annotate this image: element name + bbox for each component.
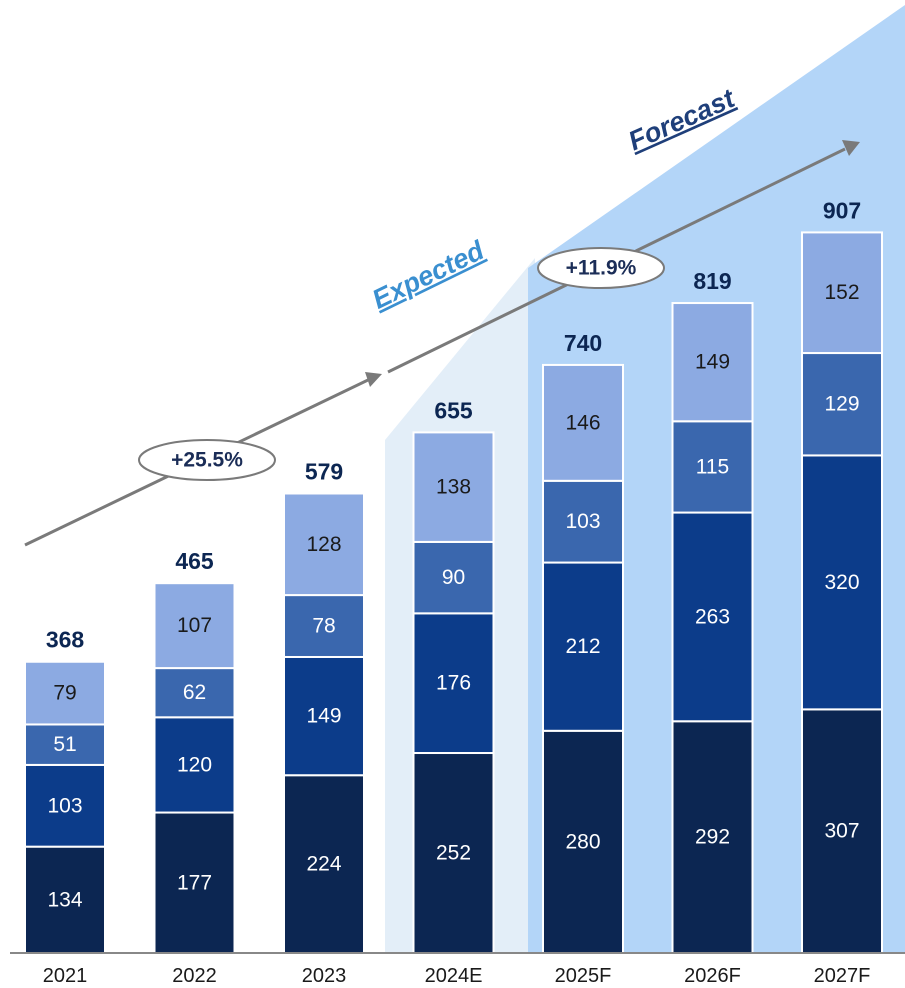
expected-phase-label: Expected <box>368 235 490 315</box>
segment-value-label: 176 <box>436 672 471 695</box>
bar-segment <box>283 492 365 597</box>
segment-value-label: 115 <box>696 455 729 478</box>
x-tick-label: 2024E <box>425 965 483 987</box>
segment-value-label: 134 <box>47 888 82 911</box>
segment-value-label: 51 <box>53 733 76 756</box>
bar-total-label: 465 <box>175 548 214 574</box>
bar-segment <box>153 716 236 814</box>
bar-segment <box>671 302 754 423</box>
bar-segment <box>801 352 883 457</box>
segment-value-label: 224 <box>306 853 341 876</box>
segment-value-label: 103 <box>565 510 600 533</box>
cagr-bubble-1: +25.5% <box>138 439 276 481</box>
segment-value-label: 138 <box>436 476 471 499</box>
bar-total-label: 579 <box>305 459 343 485</box>
bar-segment <box>283 594 365 658</box>
segment-value-label: 320 <box>824 571 859 594</box>
totals-group: 368 465 579 655 740 819 907 <box>46 197 861 652</box>
bar-segment <box>801 231 883 355</box>
x-tick-label: 2023 <box>302 965 347 987</box>
segment-value-label: 103 <box>47 794 82 817</box>
segment-value-label: 120 <box>177 753 212 776</box>
bar-total-label: 907 <box>823 197 861 223</box>
x-tick-label: 2021 <box>43 965 88 987</box>
segment-value-label: 177 <box>177 871 212 894</box>
bar-total-label: 740 <box>564 330 602 356</box>
segment-value-label: 78 <box>312 615 335 638</box>
x-tick-label: 2022 <box>172 965 217 987</box>
bar-segment <box>801 708 883 954</box>
bar-total-label: 819 <box>693 268 731 294</box>
bar-segment <box>671 511 754 723</box>
segment-value-label: 292 <box>695 826 730 849</box>
x-tick-label: 2025F <box>555 965 612 987</box>
segment-value-label: 152 <box>824 281 859 304</box>
segment-value-label: 128 <box>306 533 341 556</box>
segment-value-label: 212 <box>565 635 600 658</box>
bar-segment <box>24 660 106 726</box>
bars-group: 134 103 51 79 177 120 62 107 224 149 78 128 252 176 90… <box>24 231 883 955</box>
segment-value-label: 90 <box>442 566 465 589</box>
bar-segment <box>412 612 495 755</box>
segment-value-label: 252 <box>436 842 471 865</box>
bar-segment <box>24 845 106 954</box>
cagr-bubble-2: +11.9% <box>537 247 665 289</box>
bar-segment <box>283 655 365 777</box>
segment-value-label: 79 <box>53 682 76 705</box>
cagr-bubble-1-ellipse <box>138 439 276 481</box>
segment-value-label: 146 <box>565 411 600 434</box>
cagr-bubble-2-ellipse <box>537 247 665 289</box>
segment-value-label: 280 <box>565 830 600 853</box>
bar-total-label: 655 <box>434 397 473 423</box>
bar-segment <box>542 729 624 954</box>
bar-segment <box>153 667 236 719</box>
segment-value-label: 263 <box>695 605 730 628</box>
category-labels: 2021 2022 2023 2024E 2025F 2026F 2027F <box>43 965 871 987</box>
bar-segment <box>24 723 106 766</box>
bar-segment <box>153 811 236 954</box>
segment-value-label: 129 <box>824 393 859 416</box>
bar-total-label: 368 <box>46 627 85 653</box>
cagr-label-2: +11.9% <box>566 257 637 280</box>
bar-segment <box>542 363 624 482</box>
cagr-label-1: +25.5% <box>171 449 243 472</box>
segment-value-label: 149 <box>306 705 341 728</box>
x-tick-label: 2027F <box>814 965 871 987</box>
bar-segment <box>412 431 495 543</box>
bar-segment <box>283 774 365 954</box>
segment-value-label: 307 <box>824 820 859 843</box>
segment-value-label: 107 <box>177 614 212 637</box>
segment-value-label: 62 <box>183 681 206 704</box>
trend-arrowhead-1 <box>365 372 382 387</box>
bar-segment <box>153 582 236 670</box>
x-tick-label: 2026F <box>684 965 741 987</box>
trend-arrowhead-2 <box>842 140 860 156</box>
segment-value-label: 149 <box>695 351 730 374</box>
